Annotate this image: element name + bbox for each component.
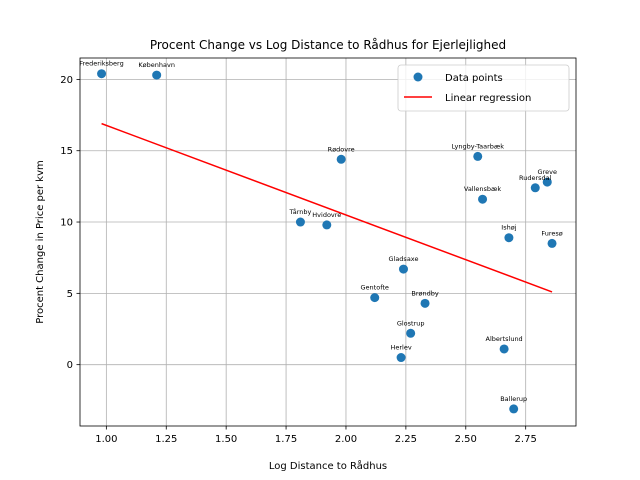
y-tick-label: 20	[60, 75, 73, 86]
data-point-label: Lyngby-Taarbæk	[451, 142, 504, 150]
data-point-label: Herlev	[390, 344, 411, 352]
x-tick-label: 1.75	[275, 434, 297, 445]
x-tick-label: 1.25	[155, 434, 177, 445]
data-point	[542, 177, 552, 187]
x-axis-label: Log Distance to Rådhus	[269, 459, 387, 472]
x-axis-ticks: 1.00 1.25 1.50 1.75 2.00 2.25 2.50 2.75	[95, 426, 537, 445]
data-point	[473, 151, 483, 161]
data-point	[547, 238, 557, 248]
data-point	[530, 183, 540, 193]
legend: Data points Linear regression	[397, 64, 570, 112]
data-point	[499, 344, 509, 354]
data-point-label: Ballerup	[500, 395, 527, 403]
data-point	[396, 353, 406, 363]
data-point	[370, 293, 380, 303]
legend-box	[397, 64, 570, 112]
data-point-label: Ishøj	[501, 224, 516, 232]
data-point-label: Hvidovre	[312, 211, 341, 219]
data-point-label: Gentofte	[361, 284, 389, 292]
data-point-label: København	[138, 61, 175, 69]
y-tick-label: 10	[60, 218, 73, 229]
data-points-group	[97, 69, 557, 414]
data-point-label: Vallensbæk	[464, 185, 502, 193]
x-tick-label: 2.50	[455, 434, 477, 445]
data-point	[322, 220, 332, 230]
legend-label-linear-regression: Linear regression	[445, 93, 531, 104]
data-point	[97, 69, 107, 79]
data-point	[406, 328, 416, 338]
data-point-label: Rudersdal	[519, 174, 552, 182]
data-point	[504, 233, 514, 243]
regression-line-group	[101, 122, 553, 293]
data-point-label: Glostrup	[397, 319, 425, 327]
chart-title: Procent Change vs Log Distance to Rådhus…	[150, 38, 506, 52]
point-labels-group: Frederiksberg København Rødovre Tårnby Hvido…	[79, 60, 562, 403]
data-point	[152, 70, 162, 80]
y-axis-ticks: 0 5 10 15 20	[60, 75, 80, 371]
data-point	[509, 404, 519, 414]
y-tick-label: 5	[67, 289, 73, 300]
data-point-label: Greve	[538, 168, 557, 176]
data-point-label: Furesø	[541, 229, 562, 237]
data-point	[420, 298, 430, 308]
data-point-label: Brøndby	[411, 289, 438, 297]
data-point	[336, 154, 346, 164]
legend-marker-data-points	[413, 72, 423, 82]
data-point-label: Frederiksberg	[79, 60, 123, 68]
y-tick-label: 15	[60, 146, 73, 157]
x-tick-label: 2.25	[395, 434, 417, 445]
plot-frame	[79, 57, 577, 427]
x-tick-label: 2.00	[335, 434, 357, 445]
legend-label-data-points: Data points	[445, 73, 503, 84]
data-point-label: Tårnby	[289, 207, 312, 216]
data-point-label: Rødovre	[328, 145, 355, 153]
data-point-label: Albertslund	[486, 335, 523, 343]
x-tick-label: 2.75	[515, 434, 537, 445]
data-point	[398, 264, 408, 274]
data-point-label: Gladsaxe	[388, 255, 418, 263]
y-tick-label: 0	[67, 360, 73, 371]
data-point	[295, 217, 305, 227]
regression-line	[101, 122, 553, 293]
data-point	[478, 194, 488, 204]
x-tick-label: 1.00	[95, 434, 117, 445]
x-tick-label: 1.50	[215, 434, 237, 445]
y-axis-label: Procent Change in Price per kvm	[35, 160, 46, 324]
